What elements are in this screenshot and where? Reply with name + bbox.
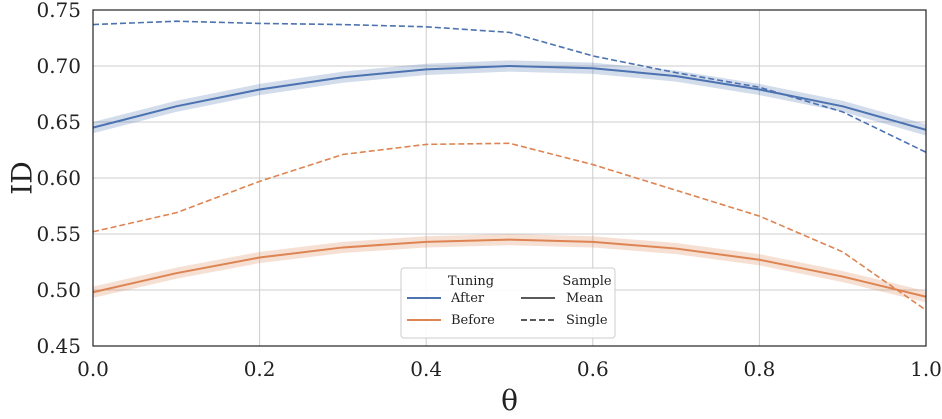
before-mean-band: [93, 234, 926, 303]
legend-box: [400, 267, 616, 339]
x-tick-label: 1.0: [910, 357, 942, 381]
after-single-line: [92, 20, 927, 153]
legend-tuning-title: Tuning: [448, 274, 494, 289]
y-tick-label: 0.45: [36, 334, 81, 358]
y-tick-label: 0.65: [36, 110, 81, 134]
before-single-line: [92, 142, 927, 311]
x-tick-label: 0.8: [743, 357, 775, 381]
y-tick-label: 0.75: [36, 0, 81, 22]
before-mean-line: [92, 238, 927, 298]
y-axis-title: ID: [6, 161, 39, 195]
y-tick-label: 0.50: [36, 278, 81, 302]
x-tick-label: 0.2: [244, 357, 276, 381]
legend-sample-title: Sample: [562, 274, 611, 289]
legend-label-mean: Mean: [566, 291, 604, 306]
legend: Tuning Sample After Before Mean Single: [400, 267, 616, 339]
y-tick-label: 0.55: [36, 222, 81, 246]
x-tick-label: 0.0: [77, 357, 109, 381]
x-tick-label: 0.4: [410, 357, 442, 381]
plot-frame: [92, 9, 927, 347]
after-mean-line: [92, 65, 927, 131]
tick-labels: 0.0 0.2 0.4 0.6 0.8 1.0 0.45 0.50 0.55 0.60 0.65 0.…: [36, 0, 941, 381]
y-tick-label: 0.70: [36, 54, 81, 78]
x-axis-title: θ: [501, 384, 518, 417]
legend-label-before: Before: [451, 313, 495, 328]
legend-label-after: After: [450, 291, 485, 306]
y-tick-label: 0.60: [36, 166, 81, 190]
after-mean-band: [93, 60, 926, 136]
x-tick-label: 0.6: [577, 357, 609, 381]
legend-label-single: Single: [566, 313, 608, 328]
confidence-bands: [93, 60, 926, 303]
series-lines: [92, 20, 927, 311]
